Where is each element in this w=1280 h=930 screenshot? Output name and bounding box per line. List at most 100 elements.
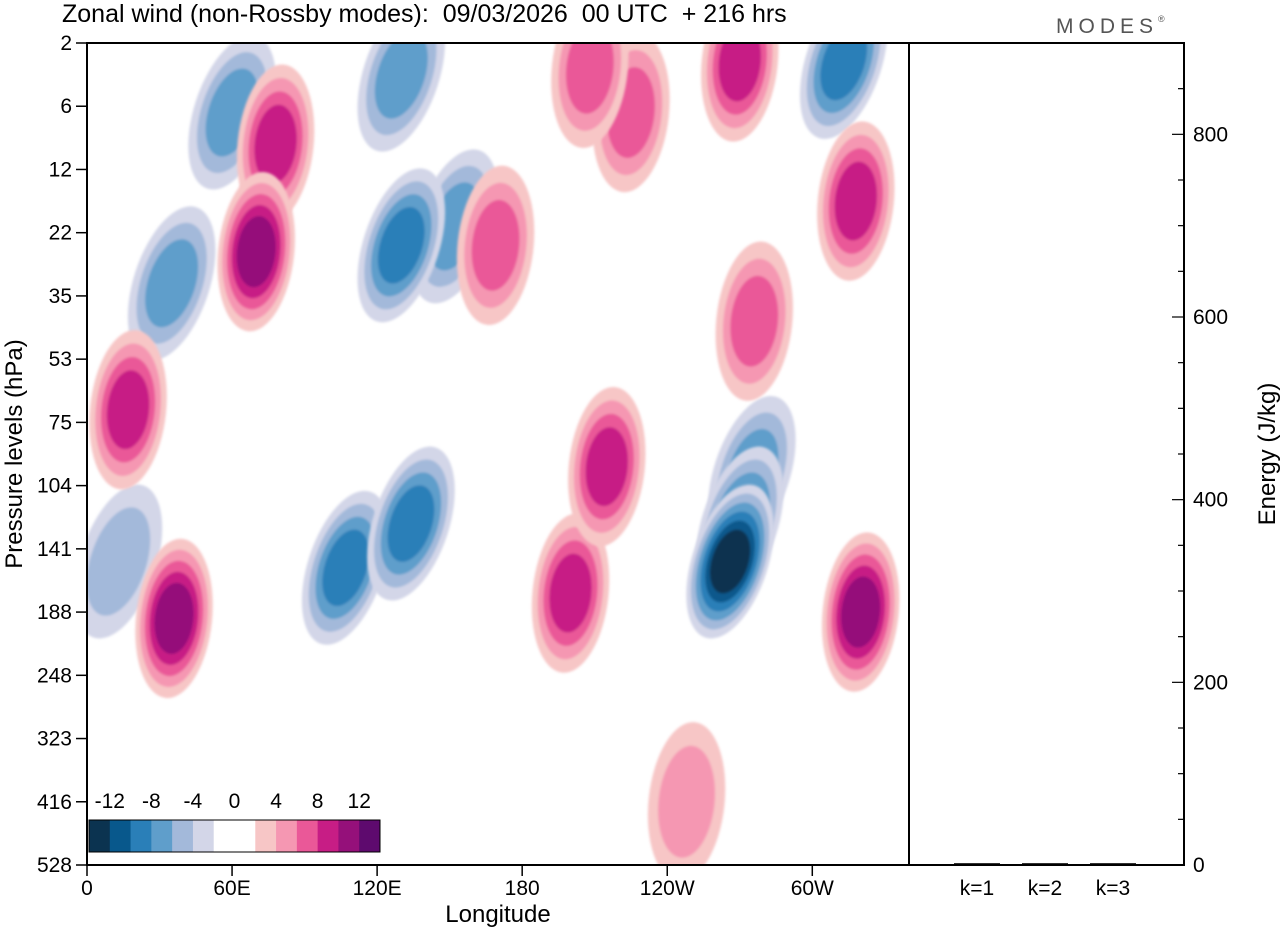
y-tick-label: 53 bbox=[49, 348, 72, 371]
energy-bar-label: k=2 bbox=[1028, 877, 1062, 900]
y-tick-label: 6 bbox=[60, 95, 72, 118]
field-contour bbox=[106, 370, 150, 450]
colorbar-label: -4 bbox=[184, 790, 203, 813]
x-tick-label: 0 bbox=[81, 877, 93, 900]
field-blob bbox=[135, 538, 213, 699]
energy-bar bbox=[954, 863, 1000, 865]
y-axis: 2 6 12 22 35 53 75 104 141 188 248 323 416 528 bbox=[37, 32, 87, 877]
field-contour bbox=[585, 427, 629, 507]
field-contour bbox=[565, 43, 614, 114]
field-contour bbox=[471, 199, 520, 291]
colorbar-swatch bbox=[213, 820, 235, 852]
y-tick-label: 35 bbox=[49, 285, 72, 308]
field-blob bbox=[715, 241, 793, 401]
field-contour bbox=[834, 161, 878, 241]
energy-tick-label: 400 bbox=[1193, 489, 1228, 512]
y-tick-label: 104 bbox=[37, 475, 72, 498]
y-tick-label: 188 bbox=[37, 601, 72, 624]
y-tick-label: 416 bbox=[37, 791, 72, 814]
field-contour bbox=[87, 507, 151, 616]
y-tick-label: 2 bbox=[60, 32, 72, 55]
x-tick-label: 60E bbox=[213, 877, 250, 900]
x-tick-label: 60W bbox=[791, 877, 834, 900]
y-tick-label: 141 bbox=[37, 538, 72, 561]
colorbar-swatch bbox=[151, 820, 173, 852]
field-contour bbox=[709, 529, 751, 594]
field-contour bbox=[254, 104, 297, 184]
field-blob bbox=[217, 172, 295, 332]
colorbar-label: -8 bbox=[142, 790, 161, 813]
y-tick-label: 528 bbox=[37, 854, 72, 877]
field-blob bbox=[701, 43, 779, 142]
chart-title: Zonal wind (non-Rossby modes): 09/03/202… bbox=[62, 0, 787, 28]
field-blob bbox=[568, 386, 646, 547]
energy-tick-label: 600 bbox=[1193, 306, 1228, 329]
field-blob bbox=[301, 490, 390, 645]
energy-axis-label: Energy (J/kg) bbox=[1254, 383, 1280, 526]
colorbar-swatch bbox=[109, 820, 131, 852]
x-tick-label: 120E bbox=[353, 877, 402, 900]
energy-bar bbox=[1022, 863, 1068, 865]
x-axis-label: Longitude bbox=[445, 901, 550, 928]
field-blob bbox=[531, 513, 610, 673]
colorbar-swatch bbox=[338, 820, 360, 852]
field-contour bbox=[322, 529, 370, 607]
field-blob bbox=[647, 722, 726, 865]
field-contour bbox=[840, 576, 881, 648]
colorbar-swatch bbox=[296, 820, 319, 852]
field-blob bbox=[127, 206, 216, 361]
field-blob bbox=[357, 43, 446, 152]
y-axis-label: Pressure levels (hPa) bbox=[1, 339, 28, 568]
field-contour bbox=[387, 485, 435, 562]
colorbar-swatch bbox=[172, 820, 194, 852]
energy-tick-label: 0 bbox=[1193, 854, 1205, 877]
field-contour bbox=[730, 275, 779, 367]
y-tick-label: 248 bbox=[37, 664, 72, 687]
colorbar-frame bbox=[88, 819, 381, 853]
y-tick-label: 323 bbox=[37, 728, 72, 751]
field-blob bbox=[817, 121, 895, 281]
field-blob bbox=[799, 43, 888, 139]
y-tick-label: 22 bbox=[49, 222, 72, 245]
energy-bar-label: k=3 bbox=[1096, 877, 1130, 900]
colorbar-swatch bbox=[192, 820, 215, 852]
field-contour bbox=[236, 216, 276, 288]
y-tick-label: 12 bbox=[49, 158, 72, 181]
energy-tick-label: 200 bbox=[1193, 671, 1228, 694]
colorbar-swatch bbox=[130, 820, 152, 852]
colorbar-swatch bbox=[276, 820, 298, 852]
field-contour bbox=[718, 43, 762, 102]
x-axis: 0 60E 120E 180 120W 60W bbox=[81, 865, 834, 900]
field-contour bbox=[377, 207, 425, 284]
field-contour bbox=[145, 239, 199, 328]
field-contour bbox=[820, 43, 868, 101]
energy-bars: k=1 k=2 k=3 bbox=[954, 863, 1136, 900]
colorbar-swatch bbox=[234, 820, 256, 852]
energy-plot-frame bbox=[908, 42, 1185, 866]
field-blob bbox=[456, 165, 535, 325]
brand-name: MODES bbox=[1056, 15, 1158, 38]
y-tick-label: 75 bbox=[49, 411, 72, 434]
colorbar-label: 0 bbox=[229, 790, 241, 813]
colorbar-label: 12 bbox=[348, 790, 371, 813]
field-blob bbox=[821, 532, 900, 692]
energy-bar-label: k=1 bbox=[960, 877, 994, 900]
brand-mark: ® bbox=[1158, 14, 1165, 24]
energy-bar bbox=[1090, 863, 1136, 865]
field-blob bbox=[357, 168, 446, 323]
colorbar-swatch bbox=[89, 820, 111, 852]
field-contour bbox=[658, 745, 716, 858]
colorbar-label: -12 bbox=[95, 790, 125, 813]
colorbar-swatch bbox=[317, 820, 339, 852]
colorbar-label: 8 bbox=[312, 790, 324, 813]
x-tick-label: 180 bbox=[505, 877, 540, 900]
field-blob bbox=[236, 64, 315, 224]
field-blob bbox=[89, 330, 167, 490]
field-contour bbox=[549, 553, 592, 633]
energy-axis: 0 200 400 600 800 bbox=[1172, 42, 1228, 877]
brand-logo: MODES® bbox=[1056, 14, 1165, 38]
field-blob bbox=[551, 43, 629, 148]
colorbar: -12 -8 -4 0 4 8 12 bbox=[88, 790, 381, 853]
wind-field bbox=[87, 43, 900, 865]
